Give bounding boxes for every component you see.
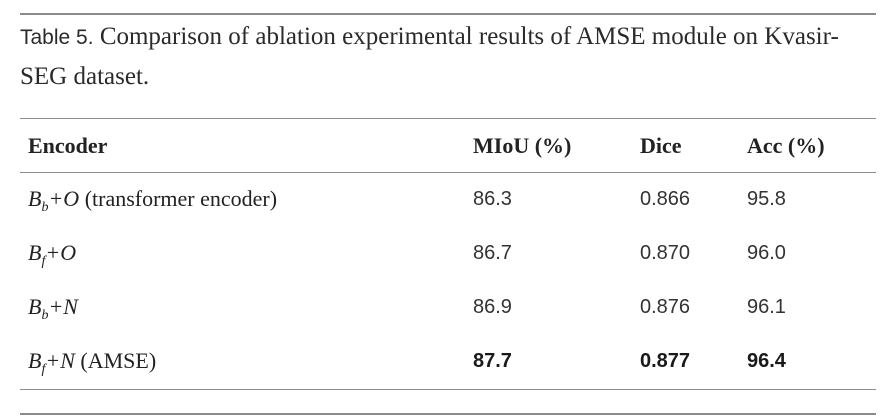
encoder-note: (AMSE) (80, 348, 157, 373)
header-row: Encoder MIoU (%) Dice Acc (%) (20, 119, 876, 172)
column-header-dice: Dice (640, 132, 682, 158)
encoder-subscript: f (41, 254, 46, 269)
acc-cell: 96.0 (747, 241, 786, 264)
encoder-operator: +O (48, 186, 80, 211)
encoder-base: B (28, 240, 42, 265)
acc-cell: 95.8 (747, 187, 786, 210)
caption-text: Comparison of ablation experimental resu… (20, 23, 839, 90)
dice-cell: 0.876 (640, 295, 691, 318)
encoder-cell: Bf+N (AMSE) (20, 334, 473, 388)
table-row-best: Bf+N (AMSE) 87.7 0.877 96.4 (20, 334, 876, 388)
encoder-operator: +N (48, 294, 78, 319)
encoder-subscript: f (41, 362, 46, 377)
column-header-encoder: Encoder (28, 132, 108, 158)
acc-cell-best: 96.4 (747, 349, 786, 372)
miou-cell: 86.3 (473, 187, 512, 210)
miou-cell: 86.7 (473, 241, 512, 264)
table-caption: Table 5. Comparison of ablation experime… (20, 17, 850, 96)
encoder-base: B (28, 294, 42, 319)
encoder-cell: Bb+O (transformer encoder) (20, 172, 473, 226)
table-row: Bb+N 86.9 0.876 96.1 (20, 280, 876, 334)
column-header-acc: Acc (%) (747, 132, 825, 158)
table-row: Bf+O 86.7 0.870 96.0 (20, 226, 876, 280)
table-bottom-rule (20, 389, 876, 390)
dice-cell: 0.866 (640, 187, 691, 210)
encoder-operator: +O (45, 240, 77, 265)
encoder-cell: Bb+N (20, 280, 473, 334)
header-top-rule (20, 118, 876, 119)
encoder-subscript: b (41, 308, 49, 323)
table-row: Bb+O (transformer encoder) 86.3 0.866 95… (20, 172, 876, 226)
encoder-subscript: b (41, 200, 49, 215)
encoder-base: B (28, 186, 42, 211)
miou-cell-best: 87.7 (473, 349, 512, 372)
acc-cell: 96.1 (747, 295, 786, 318)
encoder-note: (transformer encoder) (84, 186, 278, 211)
caption-label: Table 5. (20, 26, 94, 49)
miou-cell: 86.9 (473, 295, 512, 318)
dice-cell-best: 0.877 (640, 349, 691, 372)
results-table: Encoder MIoU (%) Dice Acc (%) Bb+O (tran… (20, 119, 876, 388)
header-bottom-rule (20, 172, 876, 173)
bottom-rule (20, 413, 876, 415)
column-header-miou: MIoU (%) (473, 132, 572, 158)
top-rule (20, 13, 876, 15)
dice-cell: 0.870 (640, 241, 691, 264)
encoder-cell: Bf+O (20, 226, 473, 280)
encoder-operator: +N (45, 348, 75, 373)
encoder-base: B (28, 348, 42, 373)
